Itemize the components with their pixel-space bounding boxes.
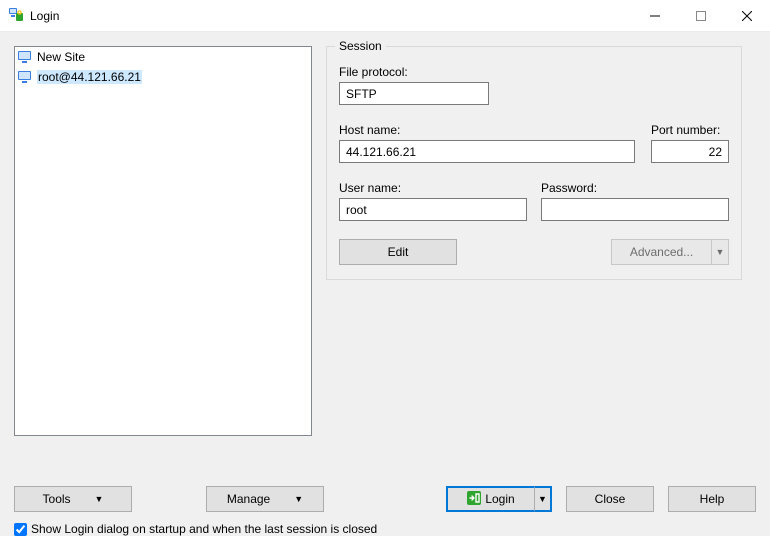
password-input[interactable] [541,198,729,221]
session-panel: Session File protocol: Host name: Port n… [326,46,742,436]
chevron-down-icon: ▼ [538,494,547,504]
window-title: Login [30,9,59,23]
window-controls [632,0,770,31]
advanced-button[interactable]: Advanced... ▼ [611,239,729,265]
monitor-icon [17,50,33,64]
login-button-label: Login [485,492,514,506]
app-icon [8,6,24,25]
titlebar: Login [0,0,770,32]
host-input[interactable] [339,140,635,163]
username-input[interactable] [339,198,527,221]
chevron-down-icon: ▼ [716,247,725,257]
chevron-down-icon: ▼ [95,494,104,504]
port-label: Port number: [651,123,729,137]
file-protocol-input[interactable] [339,82,489,105]
manage-button-label: Manage [227,492,270,506]
site-item-label: root@44.121.66.21 [37,70,142,84]
close-button-label: Close [595,492,626,506]
edit-button-label: Edit [388,245,409,259]
username-label: User name: [339,181,527,195]
advanced-dropdown[interactable]: ▼ [711,239,729,265]
site-item-root[interactable]: root@44.121.66.21 [15,67,311,87]
file-protocol-label: File protocol: [339,65,489,79]
session-legend: Session [335,39,386,53]
edit-button[interactable]: Edit [339,239,457,265]
manage-button[interactable]: Manage ▼ [206,486,324,512]
bottom-button-row: Tools ▼ Manage ▼ Login ▼ Close Help [14,486,756,512]
site-item-new[interactable]: New Site [15,47,311,67]
site-item-label: New Site [37,50,85,64]
help-button[interactable]: Help [668,486,756,512]
host-label: Host name: [339,123,637,137]
close-window-button[interactable] [724,0,770,31]
login-dropdown[interactable]: ▼ [534,486,552,512]
login-button[interactable]: Login ▼ [446,486,552,512]
tools-button-label: Tools [43,492,71,506]
close-button[interactable]: Close [566,486,654,512]
port-input[interactable] [651,140,729,163]
show-login-checkbox-label[interactable]: Show Login dialog on startup and when th… [31,522,377,536]
maximize-button[interactable] [678,0,724,31]
show-login-checkbox[interactable] [14,523,27,536]
startup-checkbox-row: Show Login dialog on startup and when th… [14,522,377,536]
monitor-icon [17,70,33,84]
login-icon [467,491,481,508]
help-button-label: Help [700,492,725,506]
site-list[interactable]: New Site root@44.121.66.21 [14,46,312,436]
password-label: Password: [541,181,729,195]
minimize-button[interactable] [632,0,678,31]
session-fieldset: Session File protocol: Host name: Port n… [326,46,742,280]
tools-button[interactable]: Tools ▼ [14,486,132,512]
advanced-button-label: Advanced... [630,245,693,259]
chevron-down-icon: ▼ [294,494,303,504]
